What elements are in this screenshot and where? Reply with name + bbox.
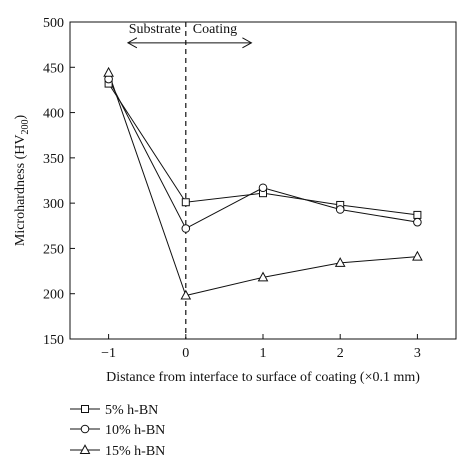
y-tick-label: 400	[43, 107, 64, 122]
series-markers	[103, 66, 423, 300]
coating-arrow-head	[242, 37, 253, 49]
y-axis: 150 200 250 300 350 400 450 500	[43, 16, 75, 348]
data-point-triangle	[334, 257, 346, 267]
x-tick-label: 3	[414, 346, 421, 361]
x-tick-label: 2	[337, 346, 344, 361]
x-tick-label: 0	[182, 346, 189, 361]
x-axis-title: Distance from interface to surface of co…	[106, 370, 420, 385]
data-point-triangle	[180, 289, 192, 300]
legend-marker-square	[81, 405, 89, 413]
legend-label: 15% h-BN	[105, 444, 165, 459]
y-axis-title: Microhardness (HV200)	[13, 115, 31, 247]
data-point-triangle	[103, 66, 114, 77]
coating-label: Coating	[193, 22, 237, 37]
data-point-circle	[335, 205, 345, 214]
data-point-circle	[181, 224, 191, 233]
y-axis-title-main: Microhardness (HV	[13, 135, 28, 247]
annotations: Substrate Coating	[126, 22, 253, 339]
y-tick-label: 450	[43, 61, 64, 76]
legend-marker-triangle	[79, 444, 91, 454]
y-tick-label: 350	[43, 152, 64, 167]
data-point-circle	[258, 183, 268, 193]
substrate-label: Substrate	[129, 22, 181, 37]
legend-label: 5% h-BN	[105, 403, 158, 418]
data-point-triangle	[412, 250, 423, 261]
y-tick-label: 300	[43, 197, 64, 212]
substrate-arrow-head	[126, 37, 138, 49]
x-tick-label: 1	[260, 346, 267, 361]
plot-border	[69, 21, 457, 340]
y-tick-label: 500	[43, 16, 64, 31]
y-tick-label: 250	[43, 242, 64, 257]
legend-marker-circle	[80, 424, 90, 434]
y-axis-title-subscript: 200	[20, 120, 31, 135]
x-tick-label: −1	[101, 346, 116, 361]
data-point-triangle	[257, 271, 269, 282]
y-axis-title-close: )	[13, 115, 28, 120]
plot-frame	[69, 21, 457, 340]
data-point-circle	[413, 217, 422, 227]
y-tick-label: 200	[43, 288, 64, 303]
data-point-square	[181, 198, 190, 207]
x-axis: −1 0 1 2 3	[101, 334, 421, 361]
legend-label: 10% h-BN	[105, 423, 165, 438]
legend: 5% h-BN 10% h-BN 15% h-BN	[70, 403, 165, 459]
y-tick-label: 150	[43, 333, 64, 348]
data-point-square	[413, 210, 422, 219]
